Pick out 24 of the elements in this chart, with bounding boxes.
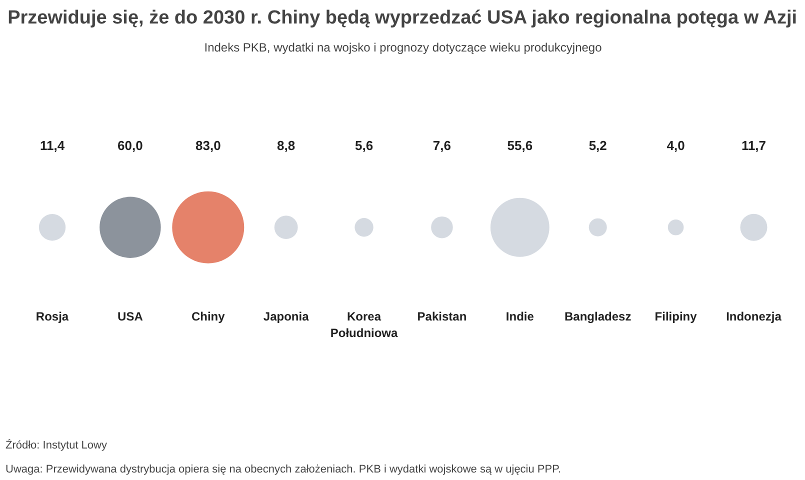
category-label: Pakistan <box>417 309 467 324</box>
category-label: Japonia <box>263 309 310 324</box>
text: Indeks PKB, wydatki na wojsko i prognozy dotyczące wieku produkcyjnego <box>204 40 602 54</box>
data-label: 83,0 <box>195 138 221 153</box>
data-label: 11,7 <box>741 138 766 153</box>
text: Źródło: Instytut Lowy <box>6 438 108 452</box>
data-label: 60,0 <box>118 138 143 153</box>
data-label: 11,4 <box>40 138 66 153</box>
data-label: 5,2 <box>588 138 607 153</box>
data-label: 8,8 <box>277 138 296 153</box>
category-label: Korea Południowa <box>330 309 398 340</box>
text: Uwaga: Przewidywana dystrybucja opiera się na obecnych założeniach. PKB i wydatki wojskowe są w ujęciu PPP. <box>6 464 562 476</box>
category-label: Bangladesz <box>564 309 632 324</box>
data-label: 55,6 <box>507 138 533 153</box>
category-label: Rosja <box>36 309 69 324</box>
text: Przewiduje się, że do 2030 r. Chiny będą wyprzedzać USA jako regionalna potęga w Azji <box>8 8 798 28</box>
category-label: Filipiny <box>654 309 698 324</box>
category-label: Indie <box>506 309 534 324</box>
data-label: 4,0 <box>666 138 685 153</box>
category-label: USA <box>118 309 144 324</box>
category-label: Chiny <box>191 309 226 324</box>
data-label: 7,6 <box>432 138 452 153</box>
category-label: Indonezja <box>726 309 782 324</box>
data-label: 5,6 <box>354 138 374 153</box>
